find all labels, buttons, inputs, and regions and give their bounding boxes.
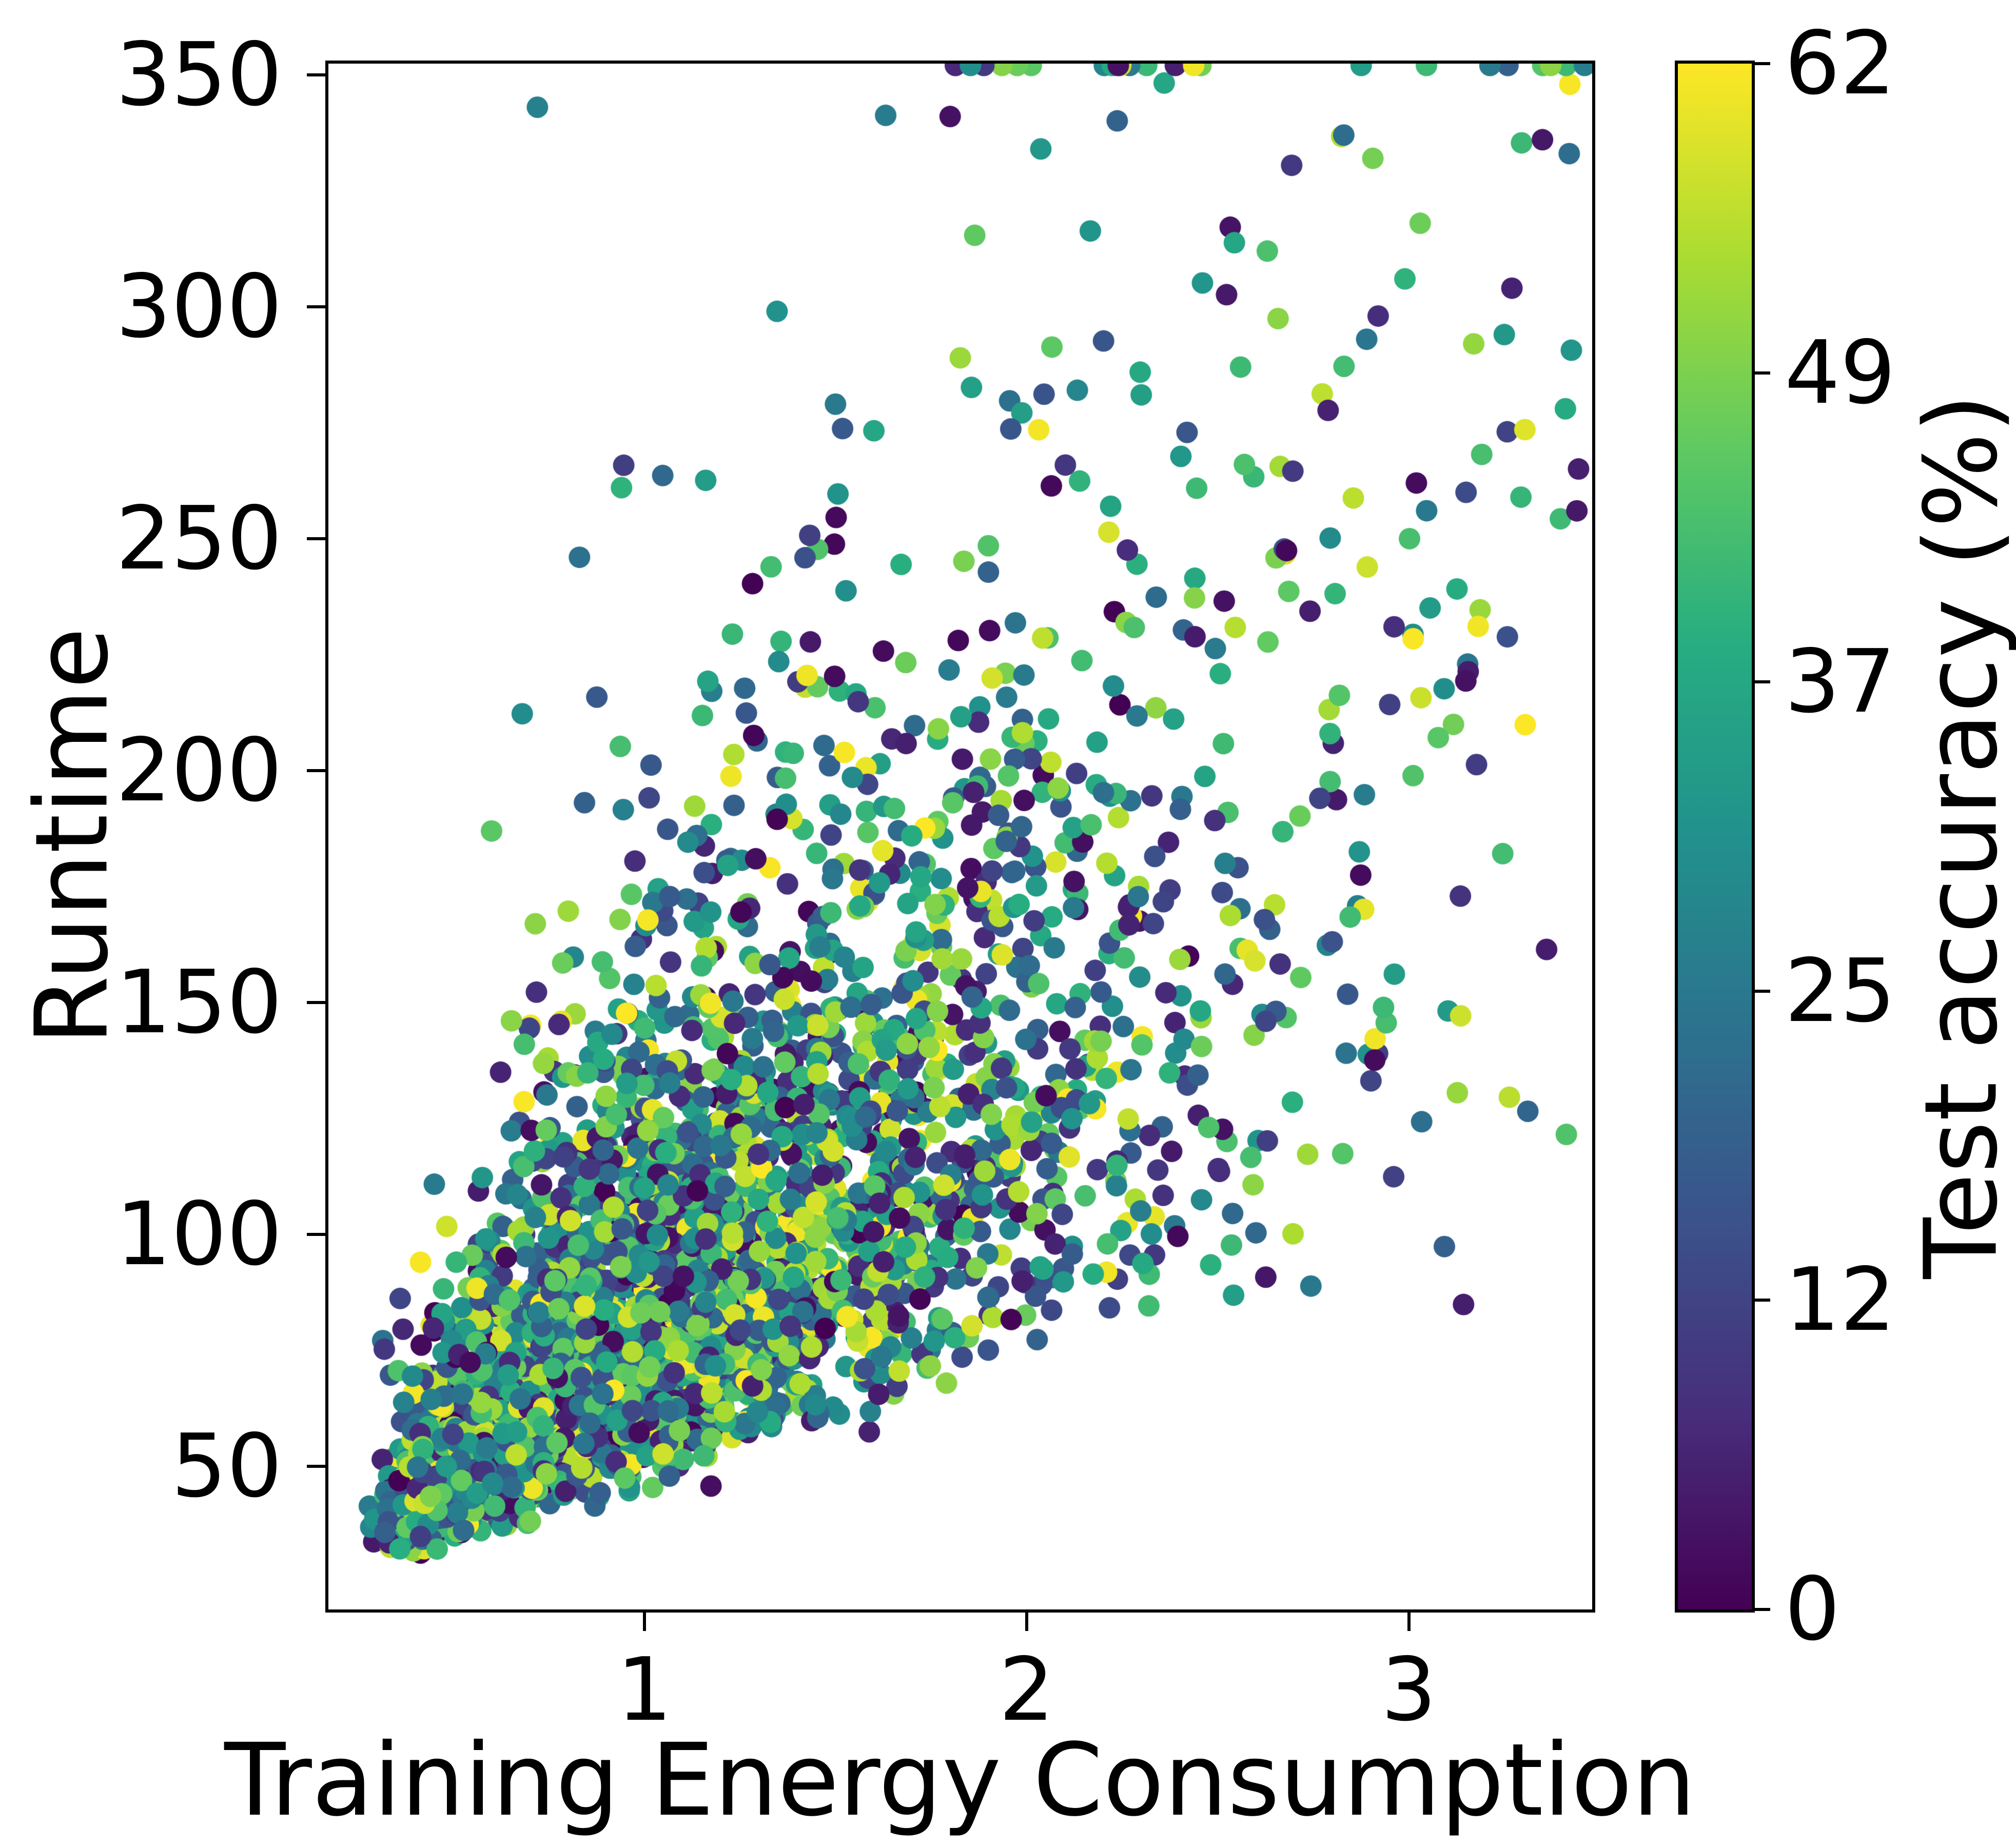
colorbar-tick-label: 49 [1785, 322, 1896, 424]
x-tick-label: 1 [616, 1639, 673, 1741]
colorbar-tick-label: 62 [1785, 13, 1896, 114]
colorbar-tick-mark [1755, 62, 1770, 65]
y-tick-label: 300 [115, 256, 282, 358]
y-tick-mark [307, 769, 325, 773]
x-tick-label: 3 [1381, 1639, 1437, 1741]
y-tick-label: 250 [115, 487, 282, 590]
colorbar-tick-mark [1755, 371, 1770, 375]
y-tick-mark [307, 1001, 325, 1005]
y-tick-mark [307, 1465, 325, 1468]
colorbar-tick-label: 0 [1785, 1559, 1841, 1660]
x-tick-mark [1025, 1613, 1028, 1631]
x-axis-label: Training Energy Consumption [224, 1722, 1696, 1838]
colorbar-tick-mark [1755, 680, 1770, 684]
x-tick-label: 2 [999, 1639, 1054, 1741]
x-tick-mark [642, 1613, 646, 1631]
y-axis-label: Runtime [13, 627, 130, 1046]
scatter-canvas [328, 64, 1592, 1609]
y-tick-label: 100 [115, 1184, 282, 1286]
y-tick-label: 350 [115, 24, 282, 126]
colorbar-tick-label: 25 [1785, 940, 1896, 1042]
colorbar-label: Test accuracy (%) [1903, 394, 2016, 1279]
colorbar-tick-label: 37 [1785, 631, 1896, 733]
y-tick-mark [307, 305, 325, 308]
y-tick-mark [307, 73, 325, 76]
plot-area [325, 61, 1595, 1613]
colorbar-tick-mark [1755, 989, 1770, 993]
y-tick-label: 200 [115, 720, 282, 822]
colorbar-tick-mark [1755, 1608, 1770, 1611]
colorbar-gradient [1675, 61, 1755, 1613]
y-tick-label: 50 [171, 1416, 282, 1518]
y-tick-mark [307, 1233, 325, 1236]
y-tick-label: 150 [115, 952, 282, 1054]
colorbar-tick-label: 12 [1785, 1249, 1896, 1351]
y-tick-mark [307, 537, 325, 540]
x-tick-mark [1407, 1613, 1411, 1631]
colorbar-tick-mark [1755, 1299, 1770, 1302]
